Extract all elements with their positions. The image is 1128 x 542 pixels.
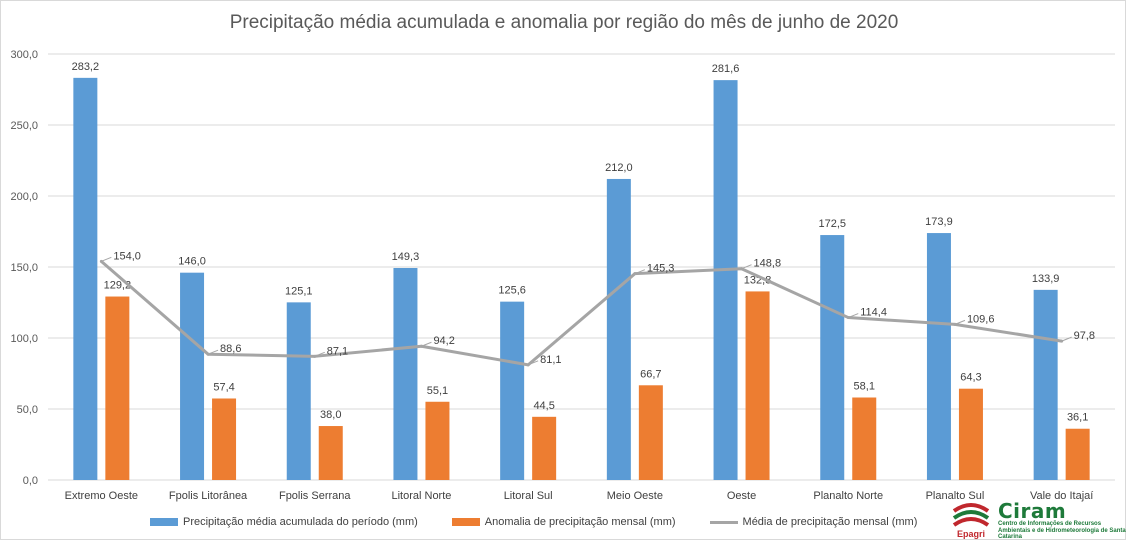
bar-anomalia: [105, 296, 130, 480]
data-label-anomalia: 132,8: [744, 274, 772, 286]
bar-precipitacao: [393, 267, 418, 480]
bar-anomalia: [532, 416, 557, 480]
x-tick-label: Vale do Itajaí: [1030, 490, 1093, 502]
data-label-media-mensal: 154,0: [113, 250, 141, 262]
data-label-media-mensal: 81,1: [540, 354, 561, 366]
bar-anomalia: [1065, 428, 1090, 480]
x-tick-label: Extremo Oeste: [65, 490, 138, 502]
data-label-precipitacao: 125,1: [285, 285, 313, 297]
bar-anomalia: [638, 385, 663, 480]
y-tick-label: 100,0: [10, 333, 38, 345]
bar-precipitacao: [500, 301, 525, 480]
data-label-media-mensal: 88,6: [220, 343, 241, 355]
data-label-media-mensal: 114,4: [860, 307, 887, 319]
bar-anomalia: [212, 398, 237, 480]
data-label-media-mensal: 109,6: [967, 313, 995, 325]
data-label-precipitacao: 172,5: [818, 218, 846, 230]
epagri-label: Epagri: [956, 529, 985, 539]
data-label-media-mensal: 94,2: [433, 335, 454, 347]
epagri-logo-icon: [952, 503, 990, 527]
leader-line: [314, 351, 325, 357]
chart-title: Precipitação média acumulada e anomalia …: [229, 12, 899, 33]
bar-anomalia: [318, 426, 343, 480]
bar-precipitacao: [180, 272, 205, 480]
data-label-precipitacao: 281,6: [712, 63, 740, 75]
y-tick-label: 200,0: [10, 191, 38, 203]
x-tick-label: Fpolis Serrana: [279, 490, 351, 502]
bar-precipitacao: [1033, 289, 1058, 480]
bar-anomalia: [425, 401, 450, 480]
x-tick-label: Meio Oeste: [607, 490, 663, 502]
bar-precipitacao: [820, 235, 845, 480]
leader-line: [954, 319, 966, 325]
x-tick-label: Planalto Sul: [926, 490, 985, 502]
legend-label-anomaly: Anomalia de precipitação mensal (mm): [484, 516, 676, 528]
leader-line: [527, 360, 539, 366]
y-tick-label: 0,0: [23, 475, 38, 487]
data-label-precipitacao: 212,0: [605, 162, 633, 174]
x-tick-label: Fpolis Litorânea: [169, 490, 248, 502]
legend: Precipitação média acumulada do período …: [150, 512, 951, 532]
bar-precipitacao: [73, 77, 98, 480]
data-label-media-mensal: 148,8: [754, 258, 782, 270]
y-tick-label: 150,0: [10, 262, 38, 274]
bar-precipitacao: [713, 80, 738, 481]
legend-swatch-mean: [709, 520, 738, 524]
data-label-precipitacao: 125,6: [498, 285, 526, 297]
bar-anomalia: [852, 397, 877, 480]
x-tick-label: Litoral Sul: [504, 490, 553, 502]
leader-line: [848, 313, 859, 319]
bar-anomalia: [958, 388, 983, 480]
bar-precipitacao: [926, 233, 951, 480]
data-label-anomalia: 44,5: [533, 400, 554, 412]
bar-precipitacao: [606, 178, 631, 480]
data-label-anomalia: 36,1: [1067, 412, 1088, 424]
leader-line: [207, 349, 219, 355]
x-tick-label: Planalto Norte: [813, 490, 883, 502]
data-label-precipitacao: 149,3: [392, 251, 420, 263]
data-label-precipitacao: 146,0: [178, 256, 206, 268]
line-media-mensal: [100, 260, 1062, 367]
legend-swatch-anomaly: [451, 518, 480, 526]
y-tick-label: 250,0: [10, 120, 38, 132]
leader-line: [634, 269, 646, 275]
leader-line: [1061, 336, 1072, 342]
ciram-label: Ciram: [998, 499, 1067, 523]
data-label-anomalia: 66,7: [640, 368, 661, 380]
data-label-precipitacao: 133,9: [1032, 273, 1060, 285]
data-label-media-mensal: 145,3: [647, 263, 675, 275]
data-label-precipitacao: 283,2: [72, 61, 100, 73]
legend-label-precip: Precipitação média acumulada do período …: [183, 516, 418, 528]
bar-precipitacao: [286, 302, 311, 480]
bar-anomalia: [745, 291, 770, 480]
ciram-subtitle: Centro de Informações de Recursos Ambien…: [998, 521, 1126, 540]
legend-label-mean: Média de precipitação mensal (mm): [742, 516, 918, 528]
ciram-logo: Epagri Ciram Centro de Informações de Re…: [948, 499, 1126, 541]
legend-item-mean: Média de precipitação mensal (mm): [709, 516, 918, 528]
data-label-anomalia: 57,4: [213, 381, 234, 393]
leader-line: [101, 256, 112, 262]
data-label-anomalia: 55,1: [427, 385, 448, 397]
leader-line: [421, 341, 432, 347]
data-label-anomalia: 58,1: [854, 380, 875, 392]
data-label-anomalia: 64,3: [960, 372, 981, 384]
legend-item-precip: Precipitação média acumulada do período …: [150, 516, 418, 528]
y-tick-label: 50,0: [17, 404, 38, 416]
x-tick-label: Oeste: [727, 490, 756, 502]
legend-item-anomaly: Anomalia de precipitação mensal (mm): [451, 516, 676, 528]
legend-swatch-precip: [150, 518, 178, 526]
leader-line: [741, 264, 752, 270]
data-label-anomalia: 38,0: [320, 409, 341, 421]
x-tick-label: Litoral Norte: [391, 490, 451, 502]
y-tick-label: 300,0: [10, 49, 38, 61]
data-label-media-mensal: 87,1: [327, 345, 348, 357]
data-label-media-mensal: 97,8: [1074, 330, 1095, 342]
data-label-precipitacao: 173,9: [925, 216, 953, 228]
